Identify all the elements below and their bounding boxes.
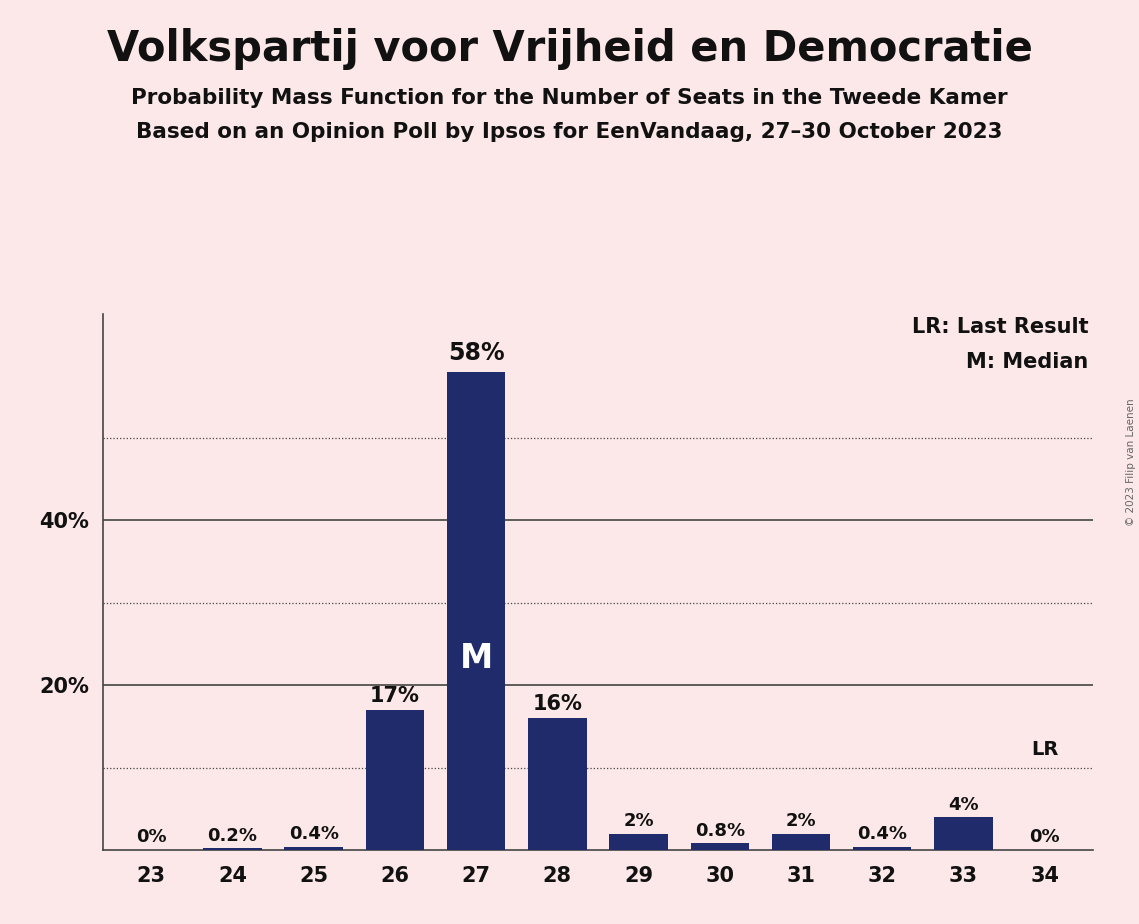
Text: 0.4%: 0.4% bbox=[288, 825, 338, 844]
Bar bbox=[203, 848, 262, 850]
Bar bbox=[446, 371, 506, 850]
Text: 4%: 4% bbox=[948, 796, 978, 814]
Text: 16%: 16% bbox=[532, 694, 582, 714]
Text: 0.4%: 0.4% bbox=[858, 825, 908, 844]
Text: Probability Mass Function for the Number of Seats in the Tweede Kamer: Probability Mass Function for the Number… bbox=[131, 88, 1008, 108]
Text: Volkspartij voor Vrijheid en Democratie: Volkspartij voor Vrijheid en Democratie bbox=[107, 28, 1032, 69]
Text: 2%: 2% bbox=[623, 812, 654, 831]
Text: 0.2%: 0.2% bbox=[207, 827, 257, 845]
Bar bbox=[934, 817, 993, 850]
Text: 58%: 58% bbox=[448, 341, 505, 365]
Bar bbox=[772, 833, 830, 850]
Text: LR: Last Result: LR: Last Result bbox=[912, 317, 1089, 337]
Bar bbox=[366, 710, 424, 850]
Text: Based on an Opinion Poll by Ipsos for EenVandaag, 27–30 October 2023: Based on an Opinion Poll by Ipsos for Ee… bbox=[137, 122, 1002, 142]
Text: © 2023 Filip van Laenen: © 2023 Filip van Laenen bbox=[1125, 398, 1136, 526]
Text: 2%: 2% bbox=[786, 812, 817, 831]
Text: M: Median: M: Median bbox=[966, 352, 1089, 371]
Bar bbox=[690, 844, 749, 850]
Text: LR: LR bbox=[1031, 740, 1058, 760]
Text: 0.8%: 0.8% bbox=[695, 822, 745, 840]
Bar bbox=[853, 846, 911, 850]
Bar bbox=[528, 718, 587, 850]
Bar bbox=[609, 833, 667, 850]
Text: 0%: 0% bbox=[136, 828, 166, 846]
Text: M: M bbox=[459, 642, 493, 675]
Text: 17%: 17% bbox=[370, 686, 420, 706]
Text: 0%: 0% bbox=[1030, 828, 1060, 846]
Bar bbox=[285, 846, 343, 850]
